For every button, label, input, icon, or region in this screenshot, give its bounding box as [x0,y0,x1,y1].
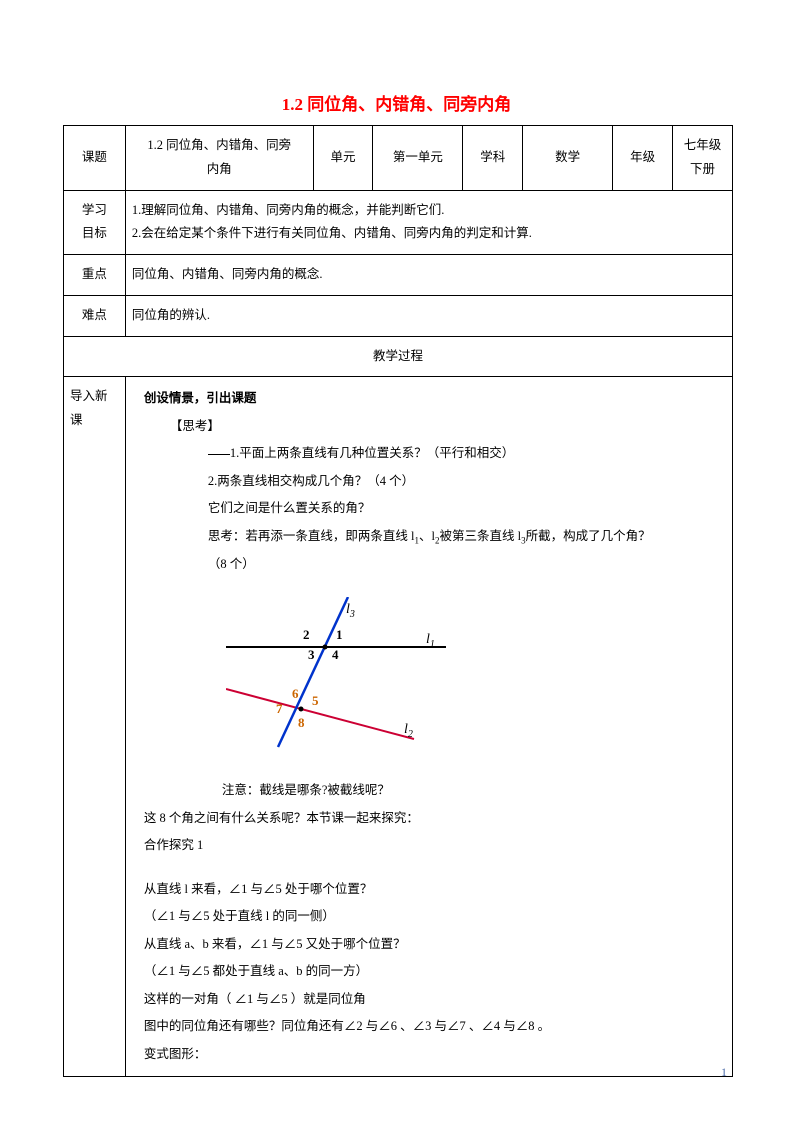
keypoint-value: 同位角、内错角、同旁内角的概念. [125,255,732,296]
obj-item-2: 2.会在给定某个条件下进行有关同位角、内错角、同旁内角的判定和计算. [132,222,726,246]
keypoint-label: 重点 [64,255,126,296]
p-after5: 从直线 a、b 来看，∠1 与∠5 又处于哪个位置？ [144,931,714,959]
lesson-content: 创设情景，引出课题 【思考】 1.平面上两条直线有几种位置关系？（平行和相交） … [132,385,726,1068]
svg-text:3: 3 [308,647,315,662]
svg-text:1: 1 [336,627,343,642]
q1: 1.平面上两条直线有几种位置关系？（平行和相交） [144,440,714,468]
cell-subject-label: 学科 [463,126,523,191]
q4c: 被第三条直线 l [439,529,521,543]
q4d: 所截，构成了几个角？ [526,529,651,543]
topic-line2: 内角 [207,162,232,176]
svg-text:4: 4 [332,647,339,662]
svg-text:5: 5 [312,693,319,708]
difficulty-label: 难点 [64,295,126,336]
cell-unit-value: 第一单元 [373,126,463,191]
objectives-label: 学习 目标 [64,190,126,255]
objectives-content: 1.理解同位角、内错角、同旁内角的概念，并能判断它们. 2.会在给定某个条件下进… [125,190,732,255]
q2: 2.两条直线相交构成几个角？（4 个） [144,468,714,496]
lesson-plan-table: 课题 1.2 同位角、内错角、同旁 内角 单元 第一单元 学科 数学 年级 七年… [63,125,733,1077]
figure-wrap: 21346578l3l1l2 [144,579,714,778]
difficulty-row: 难点 同位角的辨认. [64,295,733,336]
p-after9: 变式图形： [144,1041,714,1069]
p-after4: （∠1 与∠5 处于直线 l 的同一侧） [144,903,714,931]
process-label: 教学过程 [64,336,733,377]
p-after8: 图中的同位角还有哪些？同位角还有∠2 与∠6 、∠3 与∠7 、∠4 与∠8 。 [144,1013,714,1041]
process-row: 教学过程 [64,336,733,377]
p-after7: 这样的一对角（ ∠1 与∠5 ）就是同位角 [144,986,714,1014]
svg-text:8: 8 [298,715,305,730]
grade-line1: 七年级 [684,138,722,152]
q3: 它们之间是什么置关系的角？ [144,495,714,523]
lines-figure: 21346578l3l1l2 [226,597,456,757]
cell-topic-label: 课题 [64,126,126,191]
grade-line2: 下册 [690,162,715,176]
p-after6: （∠1 与∠5 都处于直线 a、b 的同一方） [144,958,714,986]
header-row: 课题 1.2 同位角、内错角、同旁 内角 单元 第一单元 学科 数学 年级 七年… [64,126,733,191]
svg-text:2: 2 [303,627,310,642]
svg-text:l3: l3 [346,602,355,620]
q4e: （8 个） [144,551,714,579]
page-number: 1 [721,1065,727,1080]
lesson-body-row: 导入新课 创设情景，引出课题 【思考】 1.平面上两条直线有几种位置关系？（平行… [64,377,733,1077]
cell-subject-value: 数学 [523,126,613,191]
objectives-row: 学习 目标 1.理解同位角、内错角、同旁内角的概念，并能判断它们. 2.会在给定… [64,190,733,255]
obj-label-1: 学习 [82,203,107,217]
difficulty-value: 同位角的辨认. [125,295,732,336]
doc-title: 1.2 同位角、内错角、同旁内角 [0,0,793,125]
cell-grade-label: 年级 [613,126,673,191]
spacer [144,860,714,876]
svg-text:6: 6 [292,686,299,701]
svg-text:7: 7 [276,701,283,716]
q4b: 、l [419,529,435,543]
p-after3: 从直线 l 来看，∠1 与∠5 处于哪个位置？ [144,876,714,904]
underline-icon [208,454,230,455]
p-after1: 这 8 个角之间有什么关系呢？本节课一起来探究： [144,805,714,833]
obj-item-1: 1.理解同位角、内错角、同旁内角的概念，并能判断它们. [132,199,726,223]
cell-topic-value: 1.2 同位角、内错角、同旁 内角 [125,126,313,191]
q1-text: 1.平面上两条直线有几种位置关系？（平行和相交） [230,446,514,460]
topic-line1: 1.2 同位角、内错角、同旁 [147,138,291,152]
cell-grade-value: 七年级 下册 [673,126,733,191]
cell-unit-label: 单元 [313,126,373,191]
note: 注意：截线是哪条?被截线呢？ [144,777,714,805]
lesson-sidebar: 导入新课 [64,377,126,1077]
lesson-heading: 创设情景，引出课题 [144,385,714,413]
p-after2: 合作探究 1 [144,832,714,860]
q4: 思考：若再添一条直线，即两条直线 l1、l2被第三条直线 l3所截，构成了几个角… [144,523,714,551]
obj-label-2: 目标 [82,226,107,240]
q4a: 思考：若再添一条直线，即两条直线 l [208,529,415,543]
lesson-main: 创设情景，引出课题 【思考】 1.平面上两条直线有几种位置关系？（平行和相交） … [125,377,732,1077]
think-label: 【思考】 [144,413,714,441]
keypoint-row: 重点 同位角、内错角、同旁内角的概念. [64,255,733,296]
